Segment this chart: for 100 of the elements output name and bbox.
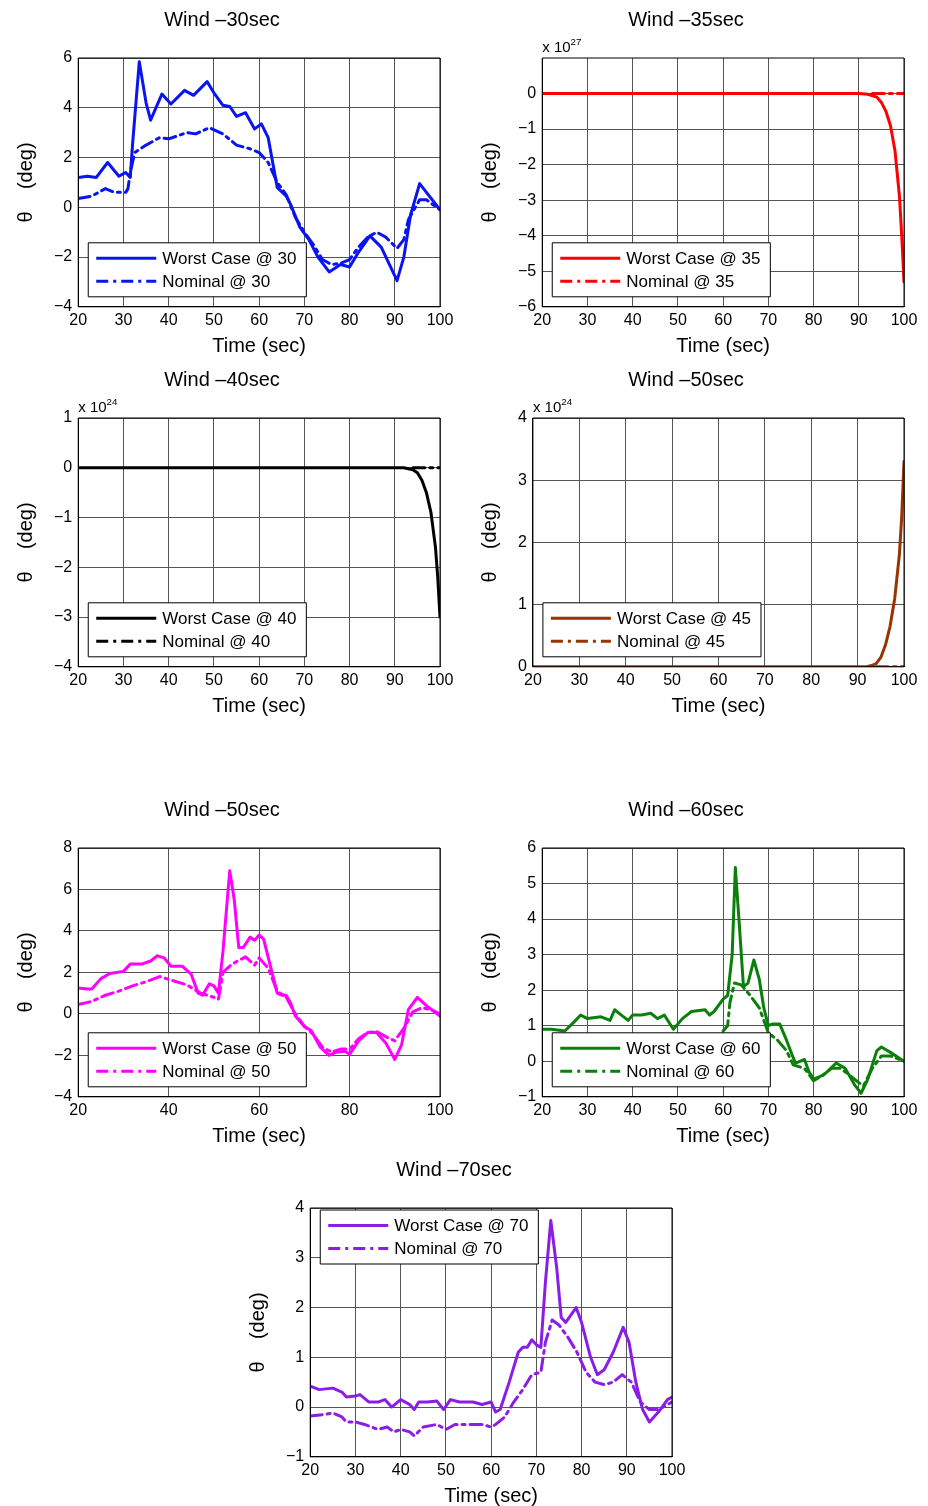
x-tick-label: 60 (714, 1100, 733, 1118)
x-tick-label: 70 (295, 670, 314, 688)
x-tick-label: 60 (482, 1460, 501, 1478)
x-tick-label: 40 (623, 1100, 642, 1118)
x-tick-label: 40 (159, 670, 178, 688)
legend-label: Worst Case @ 70 (394, 1216, 529, 1236)
x-axis-title: Time (sec) (671, 693, 766, 716)
y-axis-title: θ (deg) (13, 502, 36, 583)
y-tick-label: 2 (517, 532, 527, 550)
x-tick-label: 50 (205, 310, 223, 328)
x-tick-label: 20 (69, 670, 88, 688)
legend-label: Nominal @ 40 (162, 631, 271, 651)
x-tick-label: 100 (890, 670, 918, 688)
x-tick-label: 70 (295, 310, 314, 328)
y-tick-label: 2 (295, 1297, 305, 1315)
x-tick-label: 80 (340, 310, 359, 328)
x-tick-label: 90 (617, 1460, 636, 1478)
y-tick-label: 0 (527, 1051, 537, 1069)
y-tick-label: −2 (517, 155, 537, 173)
y-tick-label: 4 (517, 408, 527, 426)
y-axis-title: θ (deg) (245, 1292, 268, 1373)
x-tick-label: 70 (759, 310, 778, 328)
x-tick-label: 50 (669, 310, 687, 328)
x-tick-label: 100 (890, 1100, 918, 1118)
x-tick-label: 30 (114, 670, 133, 688)
y-tick-label: 5 (527, 873, 537, 891)
y-tick-label: 8 (63, 838, 73, 856)
x-tick-label: 60 (250, 670, 269, 688)
y-tick-label: 6 (63, 879, 73, 897)
chart-title: Wind –40sec (164, 367, 280, 390)
x-tick-label: 80 (340, 670, 359, 688)
x-axis-title: Time (sec) (212, 1123, 306, 1146)
x-tick-label: 20 (69, 1100, 88, 1118)
y-tick-label: 4 (63, 98, 73, 116)
chart-title: Wind –50sec (164, 797, 280, 820)
legend-label: Worst Case @ 60 (626, 1038, 761, 1058)
legend-label: Worst Case @ 35 (626, 248, 761, 268)
y-tick-label: −2 (53, 247, 73, 265)
y-tick-label: 0 (63, 1004, 73, 1022)
y-axis-title: θ (deg) (477, 502, 500, 583)
y-tick-label: 3 (527, 945, 537, 963)
x-tick-label: 30 (346, 1460, 365, 1478)
y-tick-label: −1 (517, 119, 537, 137)
legend-label: Worst Case @ 40 (162, 608, 297, 628)
x-tick-label: 60 (709, 670, 728, 688)
y-tick-label: 4 (527, 909, 537, 927)
y-tick-label: 6 (63, 48, 73, 66)
y-tick-label: −3 (53, 607, 73, 625)
x-tick-label: 20 (301, 1460, 320, 1478)
y-tick-label: 0 (527, 83, 537, 101)
x-tick-label: 40 (391, 1460, 410, 1478)
x-axis-title: Time (sec) (444, 1483, 538, 1506)
x-tick-label: 40 (159, 310, 178, 328)
x-tick-label: 40 (623, 310, 642, 328)
x-tick-label: 100 (658, 1460, 686, 1478)
x-tick-label: 80 (572, 1460, 591, 1478)
x-tick-label: 100 (426, 310, 454, 328)
x-tick-label: 70 (759, 1100, 778, 1118)
x-tick-label: 70 (755, 670, 774, 688)
x-tick-label: 40 (616, 670, 635, 688)
y-tick-label: 1 (517, 595, 527, 613)
chart-title: Wind –70sec (396, 1157, 512, 1180)
x-tick-label: 100 (426, 670, 454, 688)
y-tick-label: 1 (527, 1016, 537, 1034)
y-tick-label: −3 (517, 190, 537, 208)
x-tick-label: 90 (849, 310, 868, 328)
legend-label: Worst Case @ 50 (162, 1038, 297, 1058)
x-tick-label: 100 (426, 1100, 454, 1118)
y-tick-label: 4 (295, 1198, 305, 1216)
chart-title: Wind –60sec (628, 797, 744, 820)
legend-label: Nominal @ 35 (626, 271, 735, 291)
y-tick-label: 2 (63, 147, 73, 165)
y-tick-label: −4 (517, 226, 537, 244)
y-tick-label: 2 (527, 980, 537, 998)
x-tick-label: 80 (340, 1100, 359, 1118)
x-axis-title: Time (sec) (676, 333, 770, 356)
x-tick-label: 90 (848, 670, 867, 688)
x-tick-label: 20 (533, 310, 552, 328)
y-tick-label: 0 (63, 458, 73, 476)
chart-title: Wind –50sec (628, 367, 744, 390)
y-tick-label: 3 (295, 1248, 305, 1266)
x-tick-label: 60 (714, 310, 733, 328)
chart-title: Wind –35sec (628, 7, 744, 30)
y-tick-label: 0 (295, 1397, 305, 1415)
y-tick-label: −1 (53, 507, 73, 525)
y-tick-label: 0 (63, 197, 73, 215)
x-axis-title: Time (sec) (212, 693, 306, 716)
y-tick-label: 1 (63, 408, 73, 426)
x-tick-label: 80 (802, 670, 821, 688)
legend-label: Worst Case @ 30 (162, 248, 297, 268)
x-tick-label: 60 (250, 1100, 269, 1118)
legend-label: Nominal @ 30 (162, 271, 271, 291)
y-tick-label: −2 (53, 557, 73, 575)
chart-title: Wind –30sec (164, 7, 280, 30)
y-axis-title: θ (deg) (13, 932, 36, 1013)
y-tick-label: 4 (63, 921, 73, 939)
y-tick-label: −5 (517, 261, 537, 279)
x-tick-label: 50 (669, 1100, 687, 1118)
x-tick-label: 50 (663, 670, 682, 688)
x-tick-label: 40 (159, 1100, 178, 1118)
